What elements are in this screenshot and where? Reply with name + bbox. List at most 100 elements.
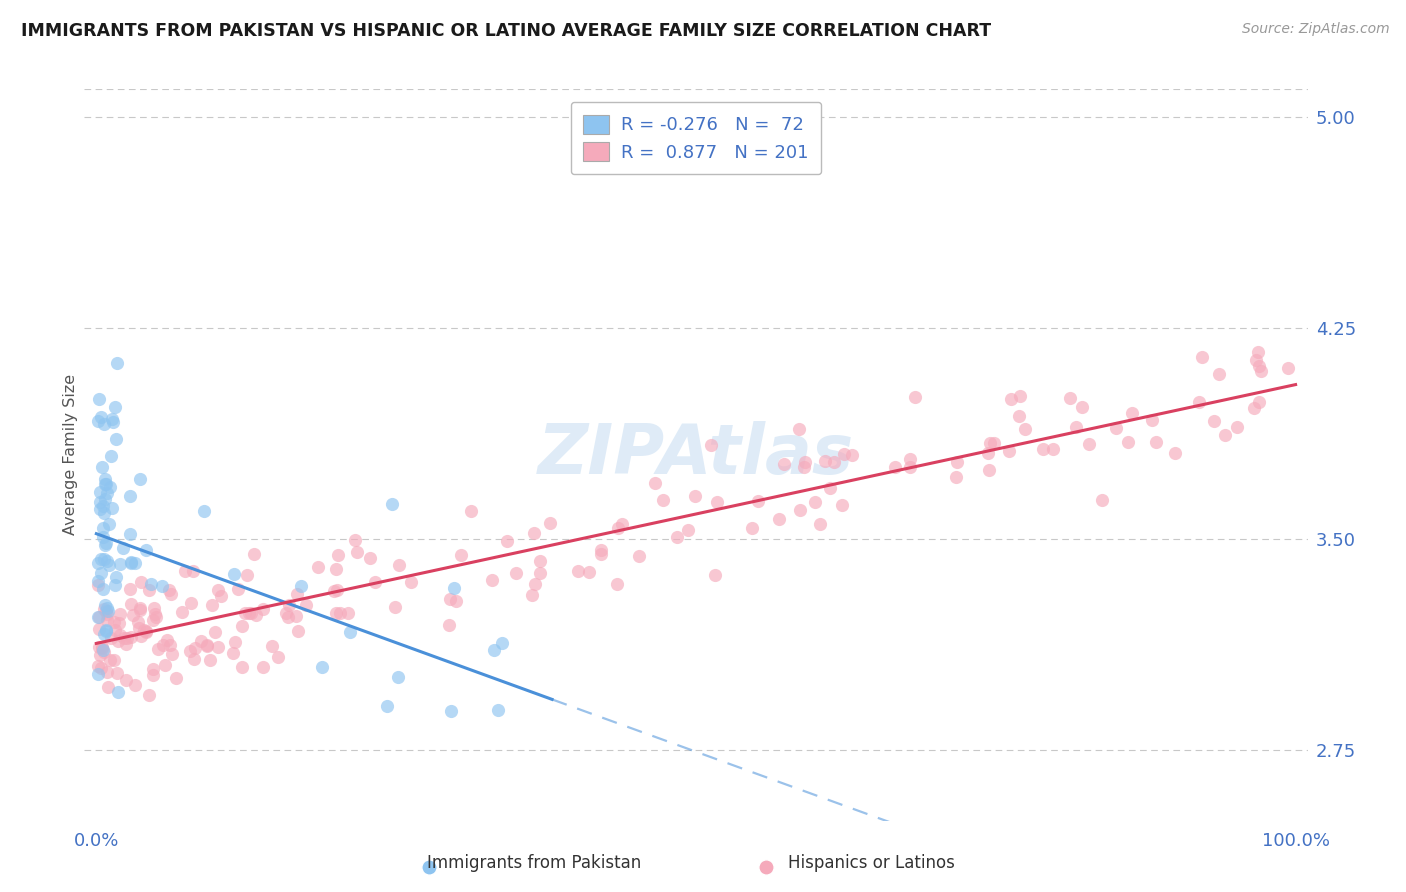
Point (343, 533, 366, 547)
Point (245, 607, 267, 622)
Point (706, 495, 728, 509)
Point (94, 477, 117, 491)
Point (1204, 414, 1226, 428)
Point (90, 661, 112, 675)
Point (226, 582, 249, 596)
Point (179, 644, 201, 658)
Point (307, 559, 329, 574)
Point (89, 501, 111, 516)
Point (159, 587, 181, 601)
Point (94, 536, 117, 550)
Point (135, 543, 157, 558)
Point (1078, 436, 1101, 450)
Point (814, 454, 837, 468)
Point (89, 484, 111, 499)
Point (1213, 428, 1236, 442)
Point (747, 493, 769, 508)
Point (683, 490, 706, 504)
Point (94, 598, 117, 612)
Point (96, 624, 118, 638)
Point (276, 606, 298, 620)
Point (112, 632, 135, 646)
Point (439, 592, 461, 607)
Point (841, 448, 863, 462)
Point (96, 607, 118, 622)
Point (287, 624, 309, 639)
Point (1014, 422, 1036, 436)
Point (482, 642, 505, 657)
Point (104, 400, 127, 414)
Point (142, 668, 165, 682)
Point (120, 597, 142, 611)
Point (153, 657, 176, 672)
Point (387, 670, 409, 684)
Point (93, 626, 115, 640)
Point (1008, 389, 1031, 403)
Point (520, 588, 543, 602)
Point (437, 618, 460, 632)
Point (104, 578, 127, 592)
Point (207, 582, 229, 597)
Point (86, 667, 108, 681)
Point (329, 607, 352, 621)
Text: Immigrants from Pakistan: Immigrants from Pakistan (427, 855, 641, 872)
Point (399, 574, 422, 589)
Point (96, 604, 118, 618)
Point (107, 685, 129, 699)
Point (135, 624, 157, 638)
Point (127, 615, 149, 630)
Point (184, 640, 207, 655)
Point (1144, 435, 1167, 450)
Point (141, 577, 163, 591)
Point (156, 633, 179, 648)
Point (93, 552, 115, 566)
Point (1091, 493, 1114, 508)
Point (363, 575, 385, 590)
Point (128, 472, 150, 486)
Point (97, 516, 120, 531)
Point (651, 493, 673, 508)
Point (89, 392, 111, 407)
Point (111, 541, 134, 555)
Point (110, 628, 132, 642)
Point (252, 601, 274, 615)
Point (1277, 361, 1299, 376)
Point (195, 639, 218, 653)
Text: Source: ZipAtlas.com: Source: ZipAtlas.com (1241, 22, 1389, 37)
Point (159, 638, 181, 652)
Point (1250, 364, 1272, 378)
Point (346, 545, 368, 559)
Point (124, 556, 146, 570)
Point (96, 613, 118, 627)
Point (86, 556, 108, 570)
Point (172, 605, 194, 619)
Point (703, 567, 725, 582)
Text: ZIPAtlas: ZIPAtlas (538, 421, 853, 489)
Point (100, 501, 122, 516)
Point (243, 547, 266, 561)
Point (86, 414, 108, 428)
Point (1191, 351, 1213, 365)
Point (108, 616, 131, 631)
Point (222, 646, 245, 660)
Point (1071, 400, 1094, 414)
Point (135, 624, 157, 639)
Point (1066, 419, 1088, 434)
Point (486, 703, 509, 717)
Point (142, 613, 165, 627)
Point (945, 470, 967, 484)
Point (91, 641, 114, 656)
Point (1105, 421, 1128, 435)
Point (240, 606, 263, 620)
Point (1164, 445, 1187, 459)
Point (129, 629, 152, 643)
Point (87, 578, 110, 592)
Point (143, 601, 166, 615)
Point (207, 640, 229, 654)
Point (117, 631, 139, 645)
Point (128, 601, 150, 615)
Point (375, 698, 398, 713)
Point (883, 460, 905, 475)
Point (138, 582, 160, 597)
Point (183, 652, 205, 666)
